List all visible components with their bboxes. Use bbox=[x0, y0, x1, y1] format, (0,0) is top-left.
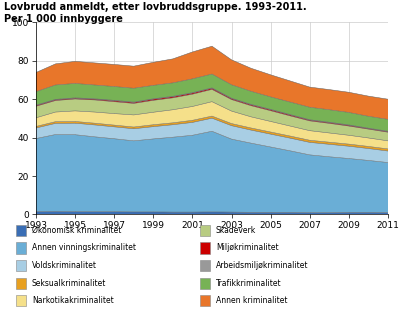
Text: Per 1 000 innbyggere: Per 1 000 innbyggere bbox=[4, 14, 123, 24]
Text: Økonomisk kriminalitet: Økonomisk kriminalitet bbox=[32, 226, 121, 235]
Text: Trafikkriminalitet: Trafikkriminalitet bbox=[216, 279, 282, 288]
Text: Narkotikakriminalitet: Narkotikakriminalitet bbox=[32, 296, 114, 305]
Text: Seksualkriminalitet: Seksualkriminalitet bbox=[32, 279, 106, 288]
Text: Arbeidsmiljøkriminalitet: Arbeidsmiljøkriminalitet bbox=[216, 261, 308, 270]
Text: Miljøkriminalitet: Miljøkriminalitet bbox=[216, 244, 279, 252]
Text: Annen kriminalitet: Annen kriminalitet bbox=[216, 296, 288, 305]
Text: Skadeverk: Skadeverk bbox=[216, 226, 256, 235]
Text: Voldskriminalitet: Voldskriminalitet bbox=[32, 261, 97, 270]
Text: Lovbrudd anmeldt, etter lovbruddsgruppe. 1993-2011.: Lovbrudd anmeldt, etter lovbruddsgruppe.… bbox=[4, 2, 307, 12]
Text: Annen vinningskriminalitet: Annen vinningskriminalitet bbox=[32, 244, 136, 252]
